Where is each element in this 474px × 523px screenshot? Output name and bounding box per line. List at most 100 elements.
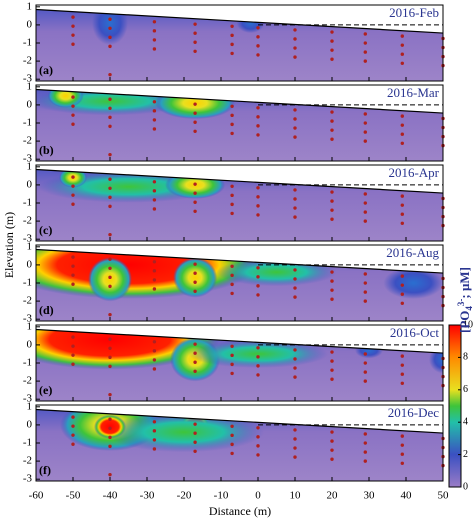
concentration-blob [173,257,218,298]
field [36,409,443,481]
sample-point [256,204,260,208]
sample-point [293,206,297,210]
sample-point [330,279,334,283]
x-tick-label: -60 [29,490,44,502]
sample-point [108,177,112,181]
sample-point [400,292,404,296]
sample-point [363,130,367,134]
sample-point [330,270,334,274]
sample-point [152,20,157,24]
concentration-blob [47,89,84,108]
sample-point [256,373,260,377]
sample-point [293,215,297,219]
y-tick-label: 0 [27,418,33,430]
sample-point [293,55,297,59]
sample-point [108,186,112,190]
sample-point [108,115,112,120]
x-tick-label: -20 [177,490,192,502]
sample-point [108,284,112,289]
y-tick-label: -2 [23,215,32,227]
x-tick-label: 30 [364,490,376,502]
sample-point [193,111,197,115]
sample-point [256,106,260,110]
sample-point [363,210,367,214]
sample-point [293,197,297,201]
sample-point [152,260,157,264]
sample-point [330,377,334,381]
sample-point [108,257,112,261]
sample-point [230,424,234,428]
sample-point [330,217,334,221]
sample-point [363,290,367,294]
sample-point [293,135,297,139]
sample-point [230,442,234,447]
sample-point [152,358,157,362]
sample-point [400,301,404,305]
sample-point [193,129,197,133]
sample-point [330,137,334,141]
y-tick-label: 1 [27,160,33,172]
surface-line [35,248,444,274]
panel-title: 2016-Apr [388,165,439,180]
sample-point [256,284,260,288]
sample-point [71,15,75,19]
colorbar-tick-label: 8 [463,352,468,363]
y-tick-label: 0 [27,338,33,350]
sample-point [193,351,197,355]
sample-point [363,139,367,143]
sample-point [256,426,260,430]
sample-point [230,282,234,287]
sample-point [400,212,404,216]
sample-point [193,271,197,275]
sample-point [256,275,260,279]
sample-point [71,273,75,277]
sample-point [256,44,260,48]
sample-point [330,368,334,372]
panel-letter: (c) [39,223,52,237]
concentration-blob [104,412,264,453]
sample-point [256,346,260,350]
sample-point [293,117,297,121]
sample-point [400,372,404,376]
concentration-blob [216,258,337,287]
sample-point [230,291,234,296]
sample-point [193,209,197,213]
sample-point [152,47,157,51]
panel-letter: (d) [39,303,54,317]
field [36,329,443,401]
surface-line [35,8,444,34]
sample-point [400,132,404,136]
sample-point [108,195,112,200]
sample-point [363,50,367,54]
sample-point [230,104,234,108]
colorbar-tick-label: 4 [463,416,468,427]
x-tick-label: -10 [214,490,229,502]
panel-letter: (f) [39,463,51,477]
sample-point [256,133,260,137]
sample-point [293,366,297,370]
sample-point [330,359,334,363]
sample-point [400,61,404,65]
x-tick-label: -30 [140,490,155,502]
y-tick-label: -1 [23,117,32,129]
sample-point [400,381,404,385]
sample-point [363,370,367,374]
sample-point [363,361,367,365]
sample-point [400,354,404,358]
sample-point [108,266,112,270]
sample-point [193,369,197,373]
sample-point [400,274,404,278]
sample-point [71,424,75,428]
sample-point [256,435,260,439]
sample-point [108,72,112,77]
y-tick-label: 0 [27,98,33,110]
sample-point [152,180,157,184]
sample-point [71,95,75,99]
sample-point [71,255,75,259]
sample-point [230,122,234,127]
sample-point [330,128,334,132]
y-tick-label: -3 [23,73,33,85]
sample-point [71,42,75,46]
sample-point [152,29,157,33]
